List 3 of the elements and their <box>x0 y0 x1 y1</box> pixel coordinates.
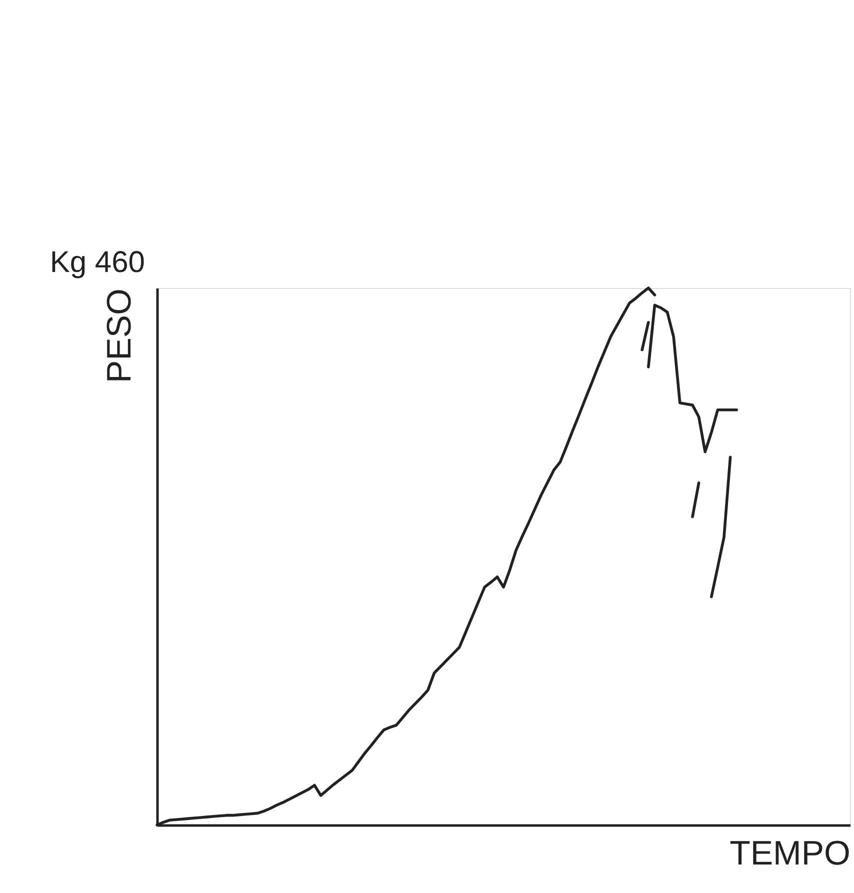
y-axis-title: PESO <box>100 288 138 383</box>
x-axis-title: TEMPO <box>730 834 850 872</box>
text: Kg 460 <box>50 246 145 279</box>
